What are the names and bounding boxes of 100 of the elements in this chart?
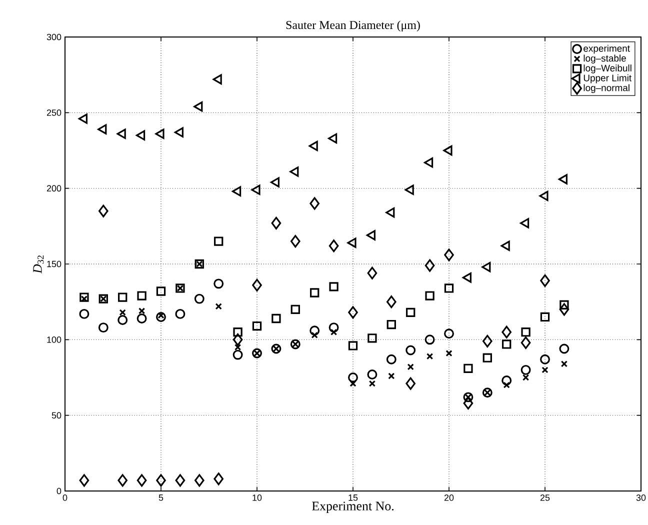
legend-label: experiment: [584, 44, 630, 54]
point: [559, 303, 570, 316]
point: [328, 240, 339, 252]
point: [540, 274, 550, 287]
point: [290, 304, 300, 314]
point: [252, 321, 262, 331]
point: [215, 303, 222, 310]
point: [426, 352, 434, 360]
point: [232, 333, 243, 346]
point: [406, 308, 416, 318]
point: [310, 288, 320, 298]
point: [79, 308, 90, 319]
point: [78, 114, 88, 124]
point: [272, 314, 281, 324]
point: [175, 474, 186, 487]
point: [444, 284, 454, 293]
point: [502, 340, 512, 349]
point: [136, 313, 147, 324]
point: [502, 326, 512, 338]
point: [386, 354, 396, 364]
point: [520, 364, 531, 375]
point: [520, 336, 531, 349]
point: [252, 278, 262, 292]
point: [156, 474, 166, 487]
point: [251, 184, 260, 195]
point: [367, 266, 378, 280]
point: [559, 344, 570, 354]
point: [290, 166, 299, 177]
point: [347, 238, 356, 248]
point: [404, 184, 414, 195]
point: [482, 353, 492, 362]
point: [80, 295, 88, 302]
point: [424, 259, 435, 272]
point: [98, 124, 107, 134]
point: [482, 334, 492, 348]
point: [443, 145, 452, 156]
point: [560, 300, 569, 310]
point: [233, 328, 242, 337]
y-tick-label: 300: [46, 34, 62, 40]
point: [424, 157, 434, 168]
point: [137, 291, 146, 300]
point: [271, 216, 282, 230]
point: [194, 294, 204, 304]
chart-title: Sauter Mean Diameter (μm): [286, 20, 420, 32]
point: [311, 332, 318, 338]
point: [329, 282, 338, 292]
point: [138, 308, 146, 314]
x-tick-label: 15: [348, 494, 358, 501]
legend-label: Upper Limit: [584, 74, 632, 84]
y-tick-label: 150: [47, 260, 62, 268]
point: [503, 382, 510, 388]
point: [175, 308, 186, 319]
point: [308, 140, 318, 152]
point: [80, 292, 89, 302]
point: [444, 248, 454, 262]
point: [98, 322, 108, 333]
y-tick-label: 250: [46, 109, 62, 116]
legend-label: log–stable: [584, 54, 626, 64]
point: [348, 306, 358, 319]
point: [119, 309, 126, 316]
point: [232, 186, 242, 196]
point: [482, 262, 491, 272]
point: [558, 174, 568, 184]
point: [214, 472, 224, 486]
legend-label: log–Weibull: [584, 64, 632, 74]
x-axis-title: Experiment No.: [312, 502, 394, 514]
point: [156, 312, 166, 322]
x-tick-label: 30: [636, 494, 646, 501]
point: [367, 369, 378, 380]
y-tick-label: 0: [56, 488, 62, 494]
point: [174, 127, 184, 138]
point: [386, 296, 396, 308]
point: [502, 376, 512, 386]
point: [446, 350, 452, 357]
point: [521, 328, 530, 337]
y-tick-label: 50: [52, 412, 62, 419]
point: [98, 204, 108, 218]
point: [520, 218, 530, 228]
legend-label: log–normal: [584, 84, 630, 94]
point: [388, 372, 395, 380]
point: [194, 101, 203, 112]
point: [118, 315, 128, 325]
point: [368, 380, 376, 387]
x-tick-label: 5: [158, 494, 164, 501]
point: [290, 235, 300, 248]
point: [310, 326, 320, 336]
x-tick-label: 20: [444, 494, 454, 501]
point: [462, 272, 472, 283]
point: [348, 372, 358, 382]
point: [522, 374, 530, 381]
point: [234, 344, 242, 351]
point: [500, 240, 510, 251]
y-tick-label: 100: [47, 336, 62, 343]
point: [330, 328, 338, 336]
point: [406, 377, 416, 390]
x-tick-label: 25: [540, 494, 550, 501]
point: [212, 74, 222, 84]
point: [540, 354, 550, 364]
point: [328, 133, 338, 144]
point: [136, 130, 146, 140]
